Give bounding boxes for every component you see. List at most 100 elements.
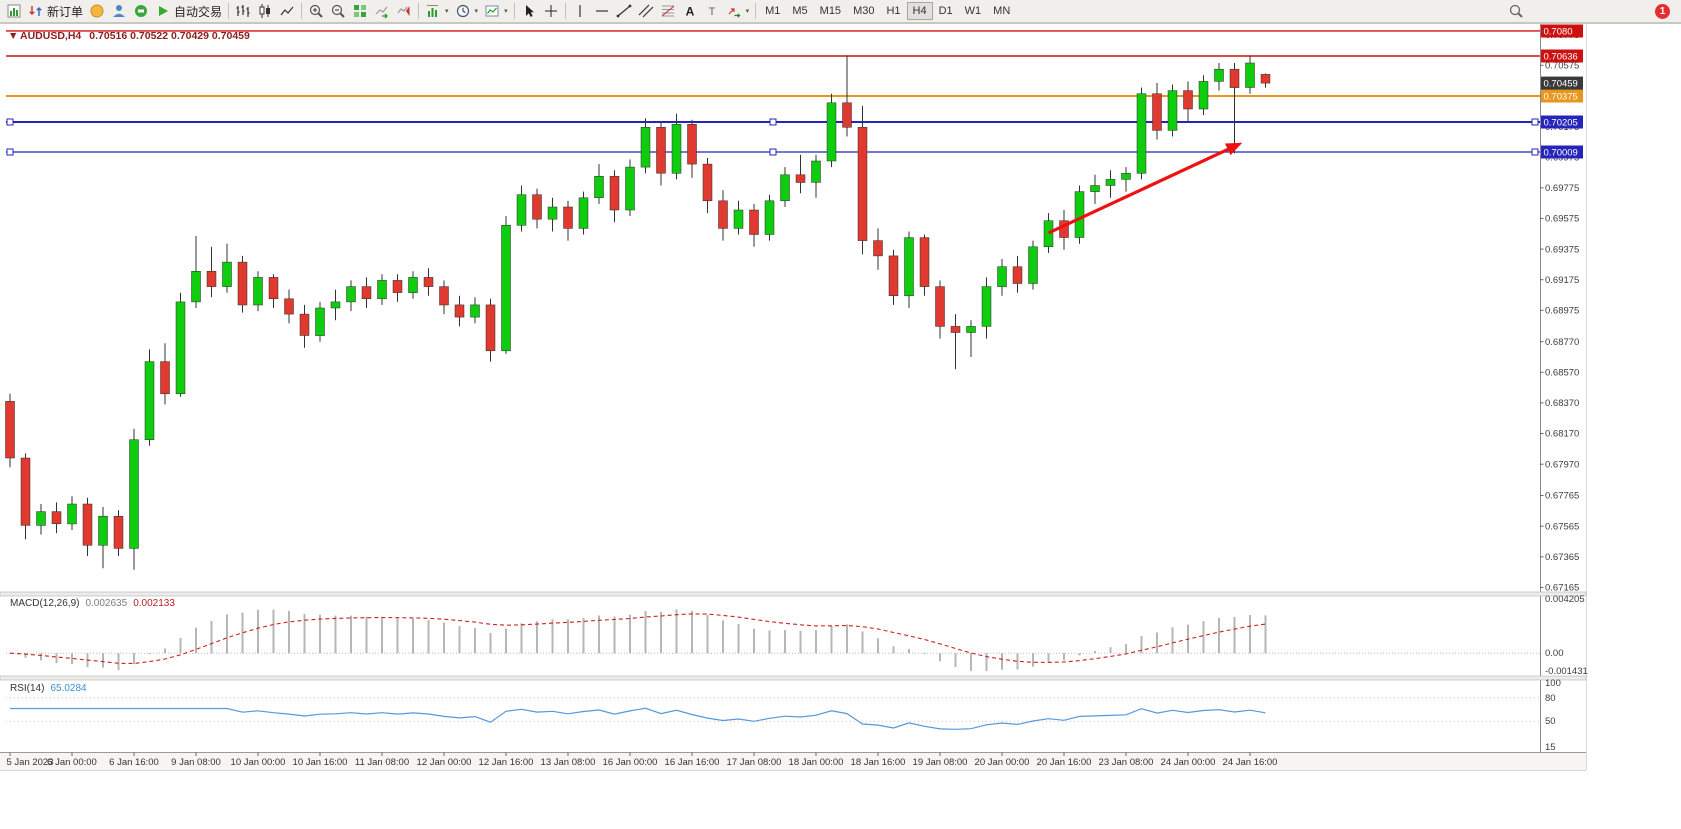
- zoom-out-button[interactable]: [327, 1, 349, 21]
- time-tick-label: 6 Jan 00:00: [47, 757, 97, 768]
- macd-window-separator[interactable]: [0, 591, 1587, 597]
- new-order-label: 新订单: [47, 4, 84, 19]
- candle-body: [640, 127, 651, 168]
- crosshair-button[interactable]: [540, 1, 562, 21]
- candle-body: [656, 127, 666, 174]
- candle-body: [330, 301, 341, 309]
- candle-body: [1043, 220, 1054, 247]
- timeframe-m5[interactable]: M5: [786, 2, 813, 20]
- auto-scroll-button[interactable]: [371, 1, 393, 21]
- candle-body: [237, 261, 248, 306]
- notification-badge[interactable]: 1: [1655, 3, 1670, 19]
- new-chart-dropdown-button[interactable]: ▾: [422, 1, 452, 21]
- price-badge: [1541, 49, 1583, 63]
- trend-arrow-line[interactable]: [1047, 146, 1232, 235]
- chart-collapse-icon[interactable]: ▼: [8, 30, 18, 42]
- toolbar-separator: [513, 3, 515, 19]
- candle-body: [67, 503, 77, 525]
- equidistant-channel-button[interactable]: [635, 1, 657, 21]
- timeframe-w1[interactable]: W1: [959, 2, 988, 20]
- candle-body: [408, 277, 418, 293]
- candle-body: [733, 209, 744, 229]
- candle-body: [392, 280, 403, 293]
- candle-body: [129, 439, 139, 549]
- text-button[interactable]: A: [679, 1, 701, 21]
- new-chart-icon: [6, 3, 22, 19]
- svg-text:T: T: [708, 6, 715, 18]
- chart-shift-icon: [396, 3, 412, 19]
- search-button[interactable]: [1505, 1, 1527, 21]
- candle-body: [826, 102, 837, 162]
- horizontal-line-button[interactable]: [591, 1, 613, 21]
- toolbar-right-zone: 1: [1505, 1, 1678, 21]
- bar-chart-button[interactable]: [232, 1, 254, 21]
- fibonacci-button[interactable]: [657, 1, 679, 21]
- support-button[interactable]: [130, 1, 152, 21]
- templates-dropdown-button[interactable]: ▾: [481, 1, 511, 21]
- chart-title: AUDUSD,H4 0.70516 0.70522 0.70429 0.70459: [20, 30, 250, 42]
- timeframe-h4[interactable]: H4: [906, 2, 933, 20]
- chart-shift-button[interactable]: [393, 1, 415, 21]
- new-chart-dropdown-icon: [425, 3, 441, 19]
- candle-body: [5, 401, 15, 459]
- cursor-button[interactable]: [518, 1, 540, 21]
- candle-body: [1012, 266, 1023, 284]
- timeframe-m15[interactable]: M15: [814, 2, 847, 20]
- price-tick-label: 0.69175: [1545, 275, 1579, 286]
- chevron-down-icon: ▾: [474, 8, 479, 15]
- timeframe-h1[interactable]: H1: [880, 2, 906, 20]
- equidistant-channel-icon: [638, 3, 654, 19]
- price-tick-label: 0.70575: [1545, 61, 1579, 72]
- line-selection-handle[interactable]: [769, 148, 777, 156]
- macd-axis-max: 0.004205: [1545, 594, 1585, 605]
- macd-signal-line: [9, 613, 1266, 665]
- arrows-dropdown-button[interactable]: ▾: [723, 1, 753, 21]
- timeframe-m30[interactable]: M30: [847, 2, 880, 20]
- timeframe-d1[interactable]: D1: [933, 2, 959, 20]
- vertical-line-button[interactable]: [569, 1, 591, 21]
- mql5-market-button[interactable]: [86, 1, 108, 21]
- periods-dropdown-button[interactable]: ▾: [452, 1, 482, 21]
- line-chart-button[interactable]: [276, 1, 298, 21]
- text-label-icon: T: [704, 3, 720, 19]
- community-button[interactable]: [108, 1, 130, 21]
- timeframe-m1[interactable]: M1: [759, 2, 786, 20]
- zoom-in-button[interactable]: [305, 1, 327, 21]
- candle-body: [780, 174, 790, 202]
- candle-body: [764, 200, 775, 235]
- time-tick-label: 23 Jan 08:00: [1099, 757, 1154, 768]
- tile-windows-button[interactable]: [349, 1, 371, 21]
- candle-body: [811, 160, 821, 183]
- zoom-in-icon: [308, 3, 324, 19]
- line-selection-handle[interactable]: [6, 148, 14, 156]
- candle-body: [1152, 93, 1162, 131]
- timeframe-mn[interactable]: MN: [987, 2, 1016, 20]
- rsi-window-separator[interactable]: [0, 675, 1587, 681]
- macd-axis-min: -0.001431: [1545, 666, 1588, 677]
- line-chart-icon: [279, 3, 295, 19]
- line-selection-handle[interactable]: [1531, 118, 1539, 126]
- rsi-axis-15: 15: [1545, 742, 1556, 753]
- candle-body: [1183, 90, 1193, 110]
- algo-trading-button[interactable]: 自动交易: [152, 1, 225, 21]
- trendline-button[interactable]: [613, 1, 635, 21]
- new-order-button[interactable]: 新订单: [25, 1, 86, 21]
- trend-arrow-head[interactable]: [1225, 142, 1243, 156]
- line-selection-handle[interactable]: [6, 118, 14, 126]
- text-label-button[interactable]: T: [701, 1, 723, 21]
- candlestick-chart-button[interactable]: [254, 1, 276, 21]
- trendline-icon: [616, 3, 632, 19]
- candle-body: [516, 194, 527, 226]
- candle-body: [377, 280, 387, 300]
- price-axis[interactable]: 0.707750.705750.703750.701750.699750.697…: [1540, 30, 1579, 594]
- new-chart-button[interactable]: [3, 1, 25, 21]
- price-badge: [1541, 89, 1583, 103]
- line-selection-handle[interactable]: [1531, 148, 1539, 156]
- time-tick-label: 6 Jan 16:00: [109, 757, 159, 768]
- current-price-badge: [1541, 76, 1583, 90]
- toolbar-separator: [755, 3, 757, 19]
- macd-axis-zero: 0.00: [1545, 648, 1564, 659]
- line-selection-handle[interactable]: [769, 118, 777, 126]
